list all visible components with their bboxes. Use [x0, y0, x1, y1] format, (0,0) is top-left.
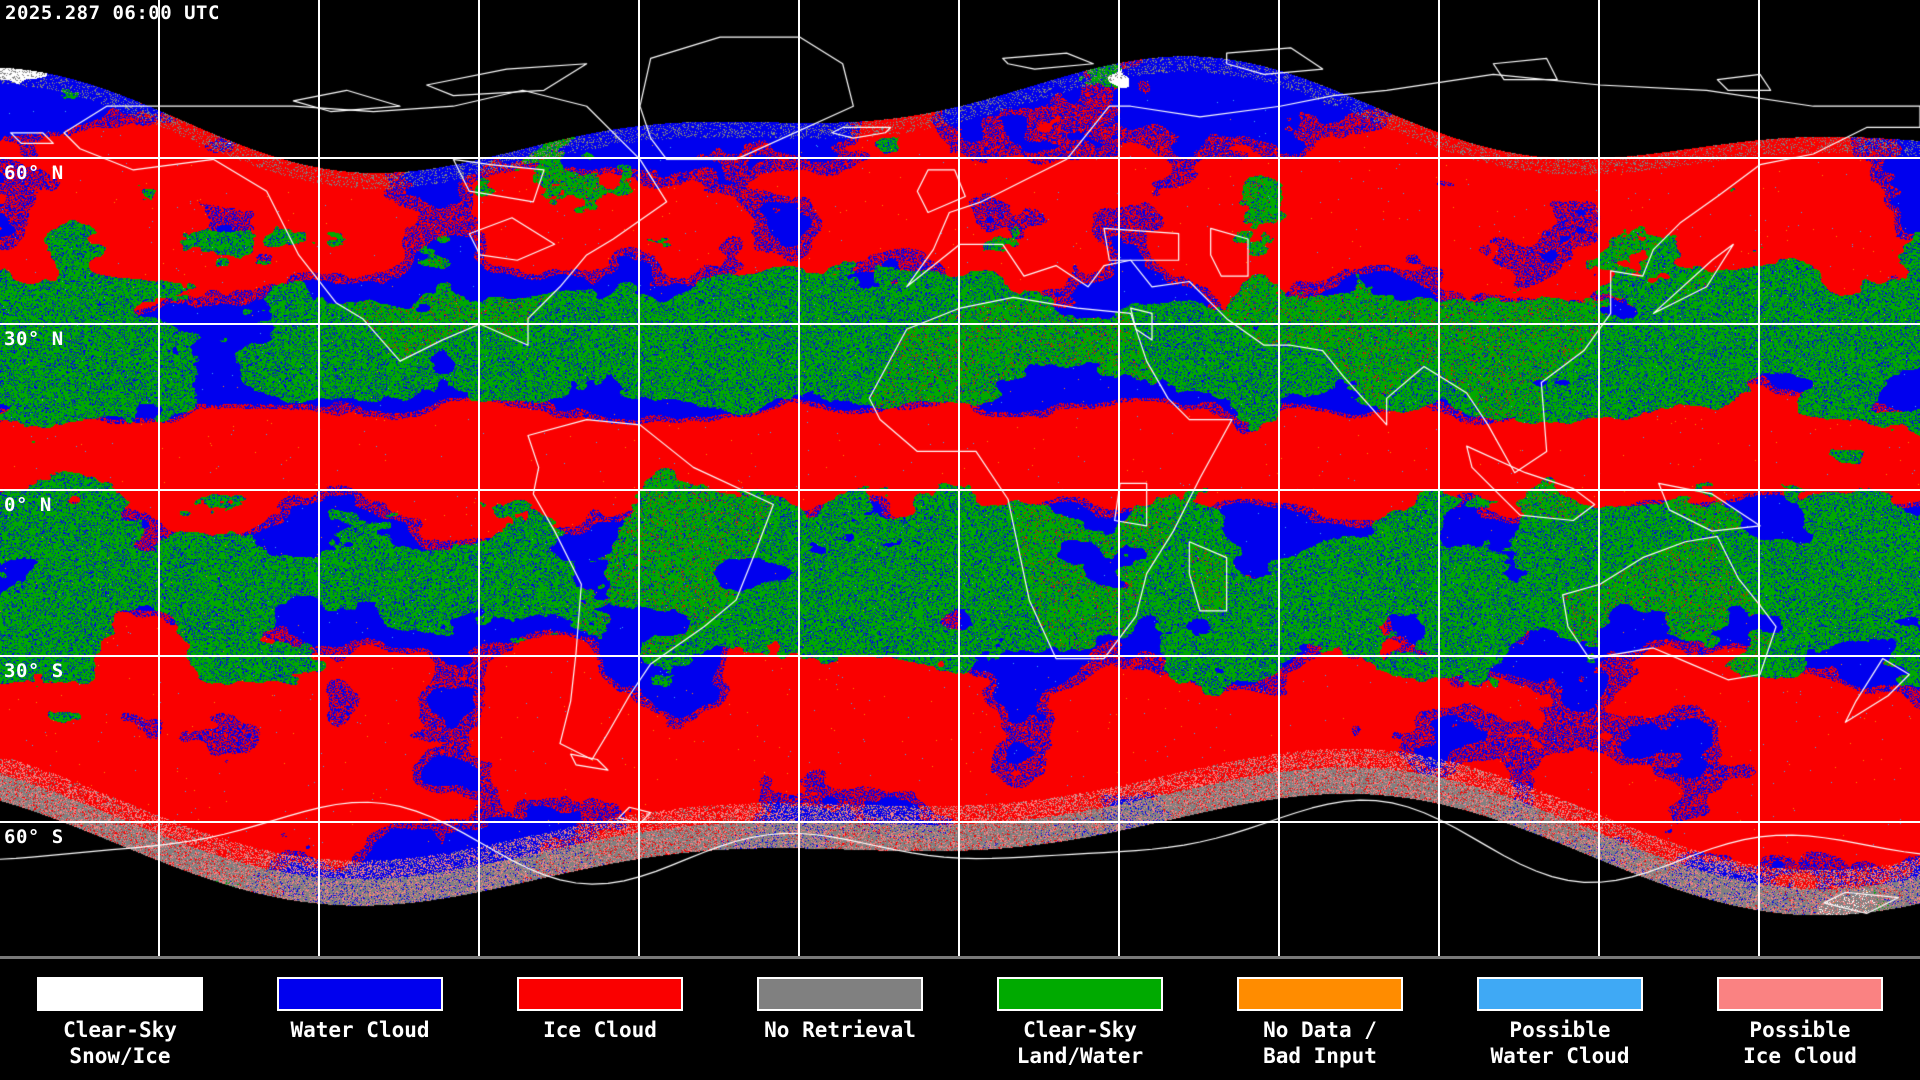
- legend-color-swatch: [1477, 977, 1643, 1011]
- cloud-phase-raster[interactable]: [0, 0, 1920, 956]
- gridline-lon-90e: [1438, 0, 1440, 956]
- gridline-lon-60w: [638, 0, 640, 956]
- lat-label-60n: 60° N: [4, 162, 64, 184]
- legend-item[interactable]: No Data / Bad Input: [1200, 959, 1440, 1080]
- gridline-lon-30w: [798, 0, 800, 956]
- legend-color-swatch: [517, 977, 683, 1011]
- legend-item-label: Water Cloud: [290, 1018, 430, 1042]
- gridline-lat-60s: [0, 821, 1920, 823]
- legend-item-label: Possible Ice Cloud: [1743, 1018, 1857, 1068]
- legend-item-label: Ice Cloud: [543, 1018, 657, 1042]
- gridline-lat-60n: [0, 157, 1920, 159]
- gridline-lon-30e: [1118, 0, 1120, 956]
- legend-panel: Clear-Sky Snow/Ice Water Cloud Ice Cloud No…: [0, 959, 1920, 1080]
- legend-item-label: Possible Water Cloud: [1490, 1018, 1630, 1068]
- gridline-lon-150e: [1758, 0, 1760, 956]
- lat-label-0: 0° N: [4, 494, 52, 516]
- gridline-lon-120e: [1598, 0, 1600, 956]
- lat-label-60s: 60° S: [4, 826, 64, 848]
- gridline-lon-120w: [318, 0, 320, 956]
- legend-item[interactable]: Possible Ice Cloud: [1680, 959, 1920, 1080]
- legend-color-swatch: [997, 977, 1163, 1011]
- map-panel[interactable]: 60° N 30° N 0° N 30° S 60° S 2025.287 06…: [0, 0, 1920, 956]
- timestamp-label: 2025.287 06:00 UTC: [5, 2, 220, 24]
- legend-item-label: Clear-Sky Land/Water: [1016, 1018, 1144, 1068]
- legend-item[interactable]: No Retrieval: [720, 959, 960, 1080]
- gridline-lat-0: [0, 489, 1920, 491]
- legend-item[interactable]: Clear-Sky Snow/Ice: [0, 959, 240, 1080]
- gridline-lat-30s: [0, 655, 1920, 657]
- legend-color-swatch: [757, 977, 923, 1011]
- legend-item[interactable]: Clear-Sky Land/Water: [960, 959, 1200, 1080]
- gridline-lat-30n: [0, 323, 1920, 325]
- legend-color-swatch: [277, 977, 443, 1011]
- legend-item[interactable]: Water Cloud: [240, 959, 480, 1080]
- legend-item-label: Clear-Sky Snow/Ice: [63, 1018, 177, 1068]
- legend-item-label: No Retrieval: [764, 1018, 916, 1042]
- legend-color-swatch: [1237, 977, 1403, 1011]
- legend-item-label: No Data / Bad Input: [1263, 1018, 1377, 1068]
- legend-color-swatch: [1717, 977, 1883, 1011]
- legend-color-swatch: [37, 977, 203, 1011]
- gridline-lon-0: [958, 0, 960, 956]
- lat-label-30n: 30° N: [4, 328, 64, 350]
- gridline-lon-150w: [158, 0, 160, 956]
- legend-item[interactable]: Possible Water Cloud: [1440, 959, 1680, 1080]
- map-legend-separator: [0, 956, 1920, 959]
- gridline-lon-60e: [1278, 0, 1280, 956]
- gridline-lon-90w: [478, 0, 480, 956]
- lat-label-30s: 30° S: [4, 660, 64, 682]
- legend-item[interactable]: Ice Cloud: [480, 959, 720, 1080]
